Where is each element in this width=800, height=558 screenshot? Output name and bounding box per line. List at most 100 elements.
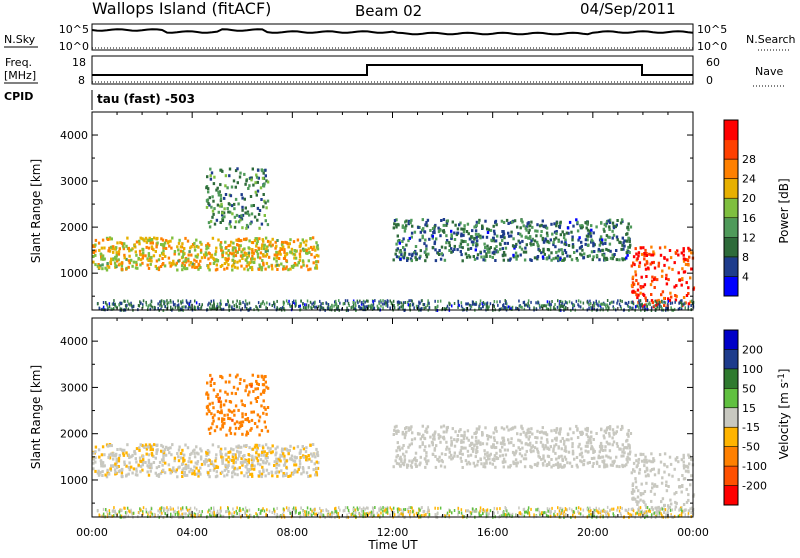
power-cell [505, 302, 507, 305]
power-cell [643, 252, 645, 255]
velocity-cell [395, 459, 397, 462]
velocity-cell [208, 475, 210, 478]
power-cell [483, 243, 485, 246]
power-cell [228, 306, 230, 309]
velocity-cell [305, 450, 307, 453]
power-cell [562, 259, 564, 262]
power-cell [246, 224, 248, 227]
power-cell [599, 244, 601, 247]
velocity-cell [550, 445, 552, 448]
velocity-cell [299, 459, 301, 462]
velocity-cell [300, 506, 302, 509]
power-cell [652, 254, 654, 257]
velocity-cell [274, 460, 276, 463]
power-cell [251, 250, 253, 253]
power-cell [538, 301, 540, 304]
velocity-cell [229, 374, 231, 377]
velocity-cell [121, 475, 123, 478]
velocity-cell [119, 469, 121, 472]
power-cell [171, 237, 173, 240]
velocity-cell [476, 450, 478, 453]
velocity-cell [628, 458, 630, 461]
velocity-cell [659, 453, 661, 456]
power-cell [519, 241, 521, 244]
velocity-cell [244, 418, 246, 421]
velocity-cell [214, 460, 216, 463]
power-cell [119, 263, 121, 266]
power-cell [133, 305, 135, 308]
power-cell [238, 220, 240, 223]
power-cell [555, 257, 557, 260]
velocity-cell [226, 393, 228, 396]
velocity-cell [459, 451, 461, 454]
velocity-cell [411, 431, 413, 434]
power-cell [458, 304, 460, 307]
power-cell [409, 304, 411, 307]
power-cell [256, 237, 258, 240]
velocity-cell [652, 460, 654, 463]
velocity-cell [393, 465, 395, 468]
velocity-cell [206, 452, 208, 455]
velocity-cell [265, 381, 267, 384]
power-cell [577, 303, 579, 306]
velocity-cell [494, 439, 496, 442]
velocity-cell [276, 475, 278, 478]
velocity-cell [434, 449, 436, 452]
power-cell [576, 259, 578, 262]
velocity-cell [664, 452, 666, 455]
velocity-cell [612, 428, 614, 431]
velocity-cell [486, 434, 488, 437]
power-cell [153, 237, 155, 240]
velocity-cell [411, 466, 413, 469]
velocity-cell [276, 446, 278, 449]
power-cell [131, 265, 133, 268]
velocity-cell [264, 421, 266, 424]
velocity-cell [221, 418, 223, 421]
velocity-cell [537, 450, 539, 453]
power-cell [221, 264, 223, 267]
velocity-cell [588, 510, 590, 513]
power-cell [258, 264, 260, 267]
velocity-cell [212, 443, 214, 446]
velocity-cell [666, 465, 668, 468]
velocity-cell [260, 454, 262, 457]
velocity-cell [415, 459, 417, 462]
velocity-cell [308, 458, 310, 461]
power-cell [401, 302, 403, 305]
power-cell [121, 268, 123, 271]
velocity-cell [550, 458, 552, 461]
velocity-cell [240, 421, 242, 424]
velocity-cell [501, 437, 503, 440]
velocity-cell [483, 449, 485, 452]
power-cell [108, 266, 110, 269]
velocity-cell [521, 441, 523, 444]
velocity-cell [538, 508, 540, 511]
power-cell [253, 261, 255, 264]
velocity-cell [233, 453, 235, 456]
power-cell [394, 306, 396, 309]
velocity-cell [177, 506, 179, 509]
power-cell [323, 307, 325, 310]
power-cell [550, 223, 552, 226]
velocity-cell [370, 513, 372, 516]
power-cell [211, 216, 213, 219]
velocity-cell [218, 400, 220, 403]
velocity-cell [244, 404, 246, 407]
power-cell [250, 204, 252, 207]
velocity-cell [98, 473, 100, 476]
power-cell [374, 299, 376, 302]
power-cell [345, 299, 347, 302]
power-cell [485, 255, 487, 258]
y-tick-label: 2000 [60, 221, 88, 234]
velocity-cell [110, 464, 112, 467]
velocity-cell [167, 448, 169, 451]
velocity-cell [119, 454, 121, 457]
power-cell [645, 275, 647, 278]
power-cell [273, 257, 275, 260]
power-cell [634, 270, 636, 273]
power-cell [399, 258, 401, 261]
velocity-cell [162, 456, 164, 459]
velocity-cell [208, 509, 210, 512]
velocity-cell [170, 472, 172, 475]
power-cell [690, 304, 692, 307]
